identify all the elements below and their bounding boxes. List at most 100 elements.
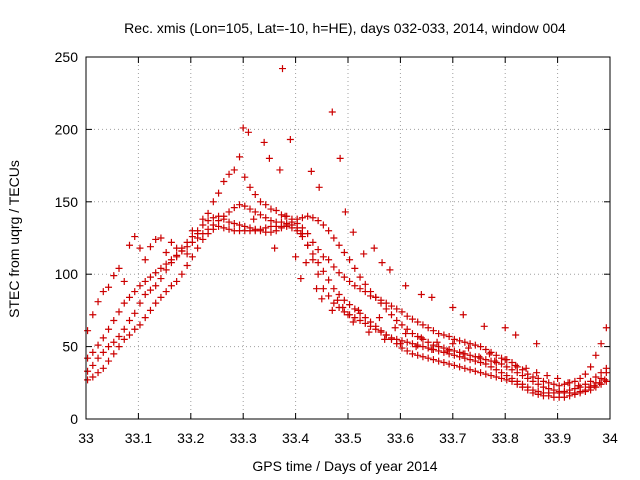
data-point [445, 332, 453, 340]
data-point [518, 372, 526, 380]
data-point [246, 183, 254, 191]
data-point [204, 209, 212, 217]
data-point [136, 299, 144, 307]
data-point [393, 305, 401, 313]
data-point [346, 256, 354, 264]
data-point [183, 250, 191, 258]
data-point [265, 154, 273, 162]
y-tick-label: 150 [55, 194, 79, 210]
data-point [330, 234, 338, 242]
data-point [522, 364, 530, 372]
data-point [105, 357, 113, 365]
data-point [319, 285, 327, 293]
data-point [328, 306, 336, 314]
data-point [89, 373, 97, 381]
data-point [576, 389, 584, 397]
data-point [325, 276, 333, 284]
data-point [381, 335, 389, 343]
data-point [194, 227, 202, 235]
data-point [188, 253, 196, 261]
data-point [141, 277, 149, 285]
data-point [435, 343, 443, 351]
data-point [492, 366, 500, 374]
data-point [602, 324, 610, 332]
data-point [344, 311, 352, 319]
data-point [402, 330, 410, 338]
data-point [115, 308, 123, 316]
data-point [403, 312, 411, 320]
data-points [84, 65, 610, 401]
data-point [487, 372, 495, 380]
data-point [382, 305, 390, 313]
data-point [110, 350, 118, 358]
data-point [262, 201, 270, 209]
data-point [283, 222, 291, 230]
data-point [141, 256, 149, 264]
data-point [466, 366, 474, 374]
grid [86, 57, 610, 419]
x-tick-label: 33.7 [439, 430, 466, 446]
data-point [173, 253, 181, 261]
data-point [365, 328, 373, 336]
data-point [99, 348, 107, 356]
data-point [375, 314, 383, 322]
data-point [445, 345, 453, 353]
data-point [152, 282, 160, 290]
data-point [550, 386, 558, 394]
data-point [444, 347, 452, 355]
data-point [302, 259, 310, 267]
data-point [424, 324, 432, 332]
data-point [482, 356, 490, 364]
data-point [370, 244, 378, 252]
data-point [94, 354, 102, 362]
x-tick-label: 34 [602, 430, 618, 446]
data-point [429, 341, 437, 349]
x-tick-label: 33.9 [544, 430, 571, 446]
data-point [84, 327, 92, 335]
data-point [262, 214, 270, 222]
data-point [309, 250, 317, 258]
data-point [351, 305, 359, 313]
data-point [236, 153, 244, 161]
data-point [199, 221, 207, 229]
data-point [403, 347, 411, 355]
data-point [293, 215, 301, 223]
data-point [471, 341, 479, 349]
data-point [450, 347, 458, 355]
data-point [335, 241, 343, 249]
data-point [276, 166, 284, 174]
data-point [545, 392, 553, 400]
data-point [220, 178, 228, 186]
data-point [225, 218, 233, 226]
data-point [110, 317, 118, 325]
data-point [402, 282, 410, 290]
x-tick-label: 33.5 [334, 430, 361, 446]
data-point [84, 376, 92, 384]
data-point [236, 201, 244, 209]
data-point [341, 208, 349, 216]
data-point [482, 345, 490, 353]
data-point [309, 214, 317, 222]
data-point [581, 387, 589, 395]
data-point [554, 374, 562, 382]
data-point [440, 359, 448, 367]
data-point [262, 224, 270, 232]
data-point [590, 382, 598, 390]
data-point [382, 331, 390, 339]
data-point [492, 351, 500, 359]
data-point [354, 306, 362, 314]
data-point [115, 332, 123, 340]
data-point [602, 369, 610, 377]
data-point [146, 286, 154, 294]
y-axis-label: STEC from uqrg / TECUs [6, 160, 22, 318]
data-point [152, 269, 160, 277]
data-point [120, 325, 128, 333]
data-point [99, 288, 107, 296]
data-point [178, 244, 186, 252]
data-point [194, 244, 202, 252]
data-point [435, 330, 443, 338]
data-point [89, 311, 97, 319]
data-point [529, 377, 537, 385]
data-point [351, 314, 359, 322]
data-point [461, 338, 469, 346]
